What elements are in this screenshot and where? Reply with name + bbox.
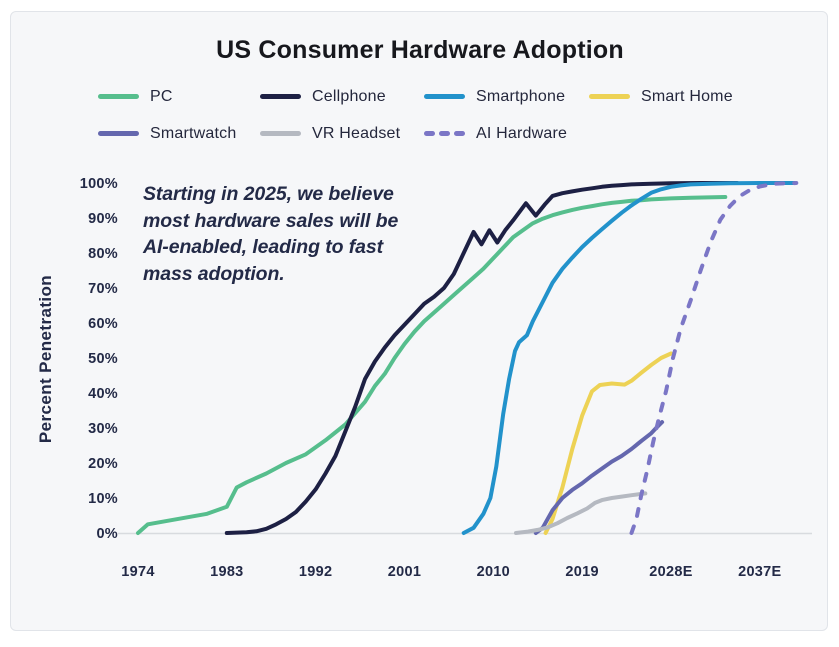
legend-item-smartphone: Smartphone [424,88,589,106]
y-tick-label: 90% [88,211,118,227]
series-line-smart-home [543,351,673,535]
pc-line-swatch-icon [98,94,139,99]
ai-hardware-dashed-swatch-icon [424,131,465,136]
legend-row-2: Smartwatch VR Headset AI Hardware [98,123,733,144]
y-tick-label: 30% [88,421,118,437]
legend-label: Cellphone [312,87,386,105]
chart-title: US Consumer Hardware Adoption [216,36,624,64]
x-tick-label: 1974 [121,564,154,580]
legend-item-vr-headset: VR Headset [260,125,424,143]
series-line-pc [136,195,728,535]
legend-item-ai-hardware: AI Hardware [424,125,567,143]
series-line-cellphone [224,181,740,535]
legend-label: VR Headset [312,124,401,142]
series-line-smartwatch [533,420,665,535]
y-tick-label: 40% [88,386,118,402]
vr-headset-line-swatch-icon [260,131,301,136]
series-line-ai-hardware [629,181,799,535]
legend-item-smart-home: Smart Home [589,88,733,106]
y-tick-label: 60% [88,316,118,332]
y-tick-label: 80% [88,246,118,262]
series-line-vr-headset [514,491,648,535]
y-tick-label: 20% [88,456,118,472]
annotation-line: Starting in 2025, we believe [143,183,394,205]
y-tick-label: 70% [88,281,118,297]
legend-label: PC [150,87,173,105]
legend-row-1: PC Cellphone Smartphone Smart Home [98,86,733,107]
legend-label: AI Hardware [476,124,568,142]
legend-label: Smart Home [641,87,733,105]
annotation-callout: Starting in 2025, we believe most hardwa… [143,181,398,287]
x-tick-label: 1992 [299,564,332,580]
y-tick-label: 10% [88,491,118,507]
y-tick-label: 50% [88,351,118,367]
legend-item-smartwatch: Smartwatch [98,125,260,143]
legend-item-cellphone: Cellphone [260,88,424,106]
legend: PC Cellphone Smartphone Smart Home Smart… [98,86,733,160]
series-line-smartphone [461,181,797,535]
smartphone-line-swatch-icon [424,94,465,99]
x-tick-label: 2019 [565,564,598,580]
x-tick-label: 2037E [738,564,781,580]
annotation-line: mass adoption. [143,262,285,285]
legend-label: Smartwatch [150,124,237,142]
y-tick-label: 0% [96,526,118,542]
x-tick-label: 2010 [477,564,510,580]
smartwatch-line-swatch-icon [98,131,139,136]
y-tick-label: 100% [80,176,118,192]
annotation-line: AI-enabled, leading to fast [143,236,383,258]
x-tick-label: 2001 [388,564,421,580]
legend-label: Smartphone [476,87,566,105]
cellphone-line-swatch-icon [260,94,301,99]
x-tick-label: 2028E [649,564,692,580]
annotation-line: most hardware sales will be [143,209,399,232]
legend-item-pc: PC [98,88,260,106]
smart-home-line-swatch-icon [589,94,630,99]
x-tick-label: 1983 [210,564,243,580]
